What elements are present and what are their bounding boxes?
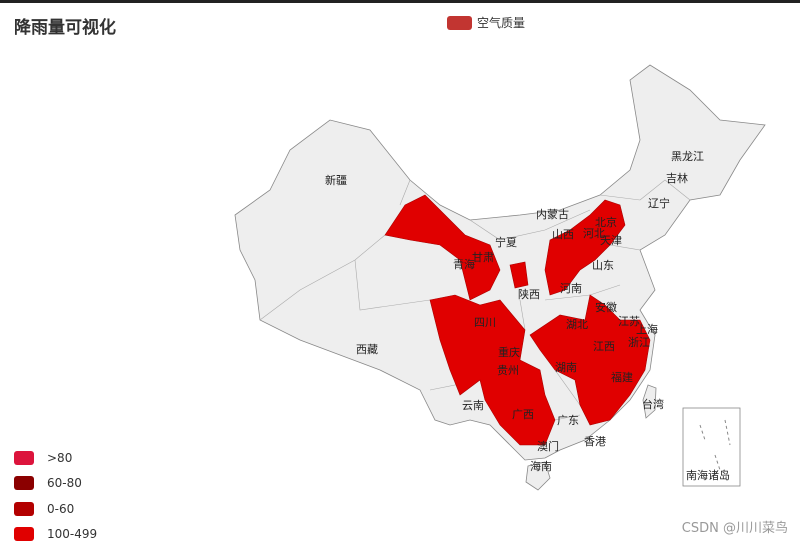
- region-label: 广西: [512, 408, 534, 421]
- region-label: 广东: [557, 414, 579, 427]
- region-label: 内蒙古: [536, 207, 569, 221]
- region-label: 湖北: [566, 318, 588, 331]
- region-label: 浙江: [628, 336, 650, 349]
- visual-map-label: 0-60: [47, 502, 74, 516]
- region-label: 安徽: [595, 300, 617, 314]
- region-label: 宁夏: [495, 235, 517, 249]
- region-label: 河北: [583, 227, 605, 240]
- region-label: 香港: [584, 435, 606, 448]
- visual-map-label: 100-499: [47, 527, 97, 541]
- region-label: 福建: [611, 370, 633, 384]
- region-label: 西藏: [356, 343, 378, 356]
- region-label: 新疆: [325, 173, 347, 187]
- region-label: 云南: [462, 399, 484, 412]
- region-label: 山西: [552, 228, 574, 241]
- region-label: 台湾: [642, 397, 664, 411]
- region-label: 上海: [636, 322, 658, 336]
- visual-map-item[interactable]: 60-80: [14, 471, 97, 497]
- region-label: 吉林: [666, 171, 688, 185]
- inset-dashes: [700, 420, 730, 470]
- region-label: 湖南: [555, 361, 577, 374]
- visual-map-swatch: [14, 527, 34, 541]
- region-label: 河南: [560, 282, 582, 295]
- region-label: 四川: [474, 316, 496, 329]
- watermark: CSDN @川川菜鸟: [682, 517, 788, 536]
- visual-map-label: 60-80: [47, 476, 82, 490]
- region-label: 山东: [592, 259, 614, 272]
- visual-map: >80 60-80 0-60 100-499: [14, 445, 97, 547]
- region-label: 黑龙江: [671, 150, 704, 163]
- visual-map-item[interactable]: >80: [14, 445, 97, 471]
- region-label: 重庆: [498, 345, 520, 359]
- visual-map-item[interactable]: 0-60: [14, 496, 97, 522]
- region-label: 陕西: [518, 287, 540, 301]
- region-label: 海南: [530, 459, 552, 473]
- region-label: 南海诸岛: [686, 468, 730, 482]
- visual-map-item[interactable]: 100-499: [14, 522, 97, 547]
- visual-map-label: >80: [47, 451, 72, 465]
- visual-map-swatch: [14, 476, 34, 490]
- visual-map-swatch: [14, 451, 34, 465]
- region-label: 澳门: [537, 439, 559, 453]
- region-label: 贵州: [497, 364, 519, 377]
- visual-map-swatch: [14, 502, 34, 516]
- region-label: 辽宁: [648, 196, 670, 210]
- region-label: 江西: [593, 340, 615, 353]
- region-label: 甘肃: [472, 251, 494, 264]
